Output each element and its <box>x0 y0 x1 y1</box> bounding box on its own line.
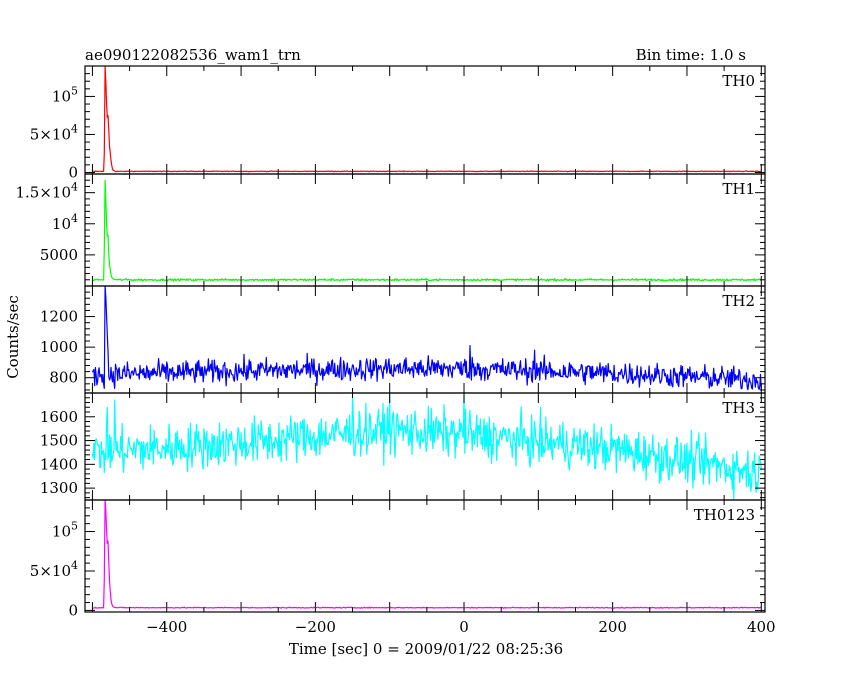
x-tick-label: −200 <box>295 618 336 636</box>
y-tick-label: 1500 <box>40 432 78 450</box>
y-tick-label: 104 <box>52 212 78 233</box>
panels-group: 0 5×104 105 TH0 5000 104 1.5×104 TH1 800 1000 1200… <box>15 65 766 619</box>
y-tick-label: 5000 <box>40 246 78 264</box>
bin-time-label: Bin time: 1.0 s <box>636 46 746 64</box>
y-tick-label: 800 <box>49 369 78 387</box>
panel-th2: 800 1000 1200 TH2 <box>40 285 766 394</box>
panel-th1: 5000 104 1.5×104 TH1 <box>15 173 766 287</box>
series-line-th0123 <box>92 499 762 609</box>
panel-frame-th0123 <box>84 499 766 613</box>
y-tick-label: 1000 <box>40 338 78 356</box>
y-tick-label: 1.5×104 <box>15 181 78 202</box>
y-tick-label: 105 <box>52 84 78 105</box>
series-line-th2 <box>91 285 762 391</box>
panel-th0: 0 5×104 105 TH0 <box>30 65 766 181</box>
x-axis: −400 −200 0 200 400 <box>146 618 775 636</box>
y-tick-label: 0 <box>68 601 78 619</box>
y-tick-label: 1400 <box>40 455 78 473</box>
x-tick-label: 200 <box>598 618 627 636</box>
panel-th0123: 0 5×104 105 TH0123 <box>30 499 766 619</box>
x-tick-label: 400 <box>747 618 776 636</box>
panel-frame-th2 <box>84 285 766 394</box>
y-tick-label: 105 <box>52 520 78 541</box>
panel-label-th0: TH0 <box>722 72 755 90</box>
y-tick-label: 5×104 <box>30 559 78 580</box>
series-line-th3 <box>91 393 762 500</box>
panel-th3: 1300 1400 1500 1600 TH3 <box>40 392 766 501</box>
panel-label-th0123: TH0123 <box>694 506 755 524</box>
panel-frame-th1 <box>84 173 766 287</box>
y-tick-label: 1600 <box>40 408 78 426</box>
y-tick-label: 1200 <box>40 308 78 326</box>
series-line-th0 <box>92 65 762 173</box>
x-axis-title: Time [sec] 0 = 2009/01/22 08:25:36 <box>289 640 563 658</box>
panel-frame-th0 <box>84 65 766 175</box>
panel-label-th1: TH1 <box>722 180 755 198</box>
chart-title: ae090122082536_wam1_trn <box>85 46 301 64</box>
y-tick-label: 0 <box>68 163 78 181</box>
series-line-th1 <box>91 179 762 282</box>
y-tick-label: 5×104 <box>30 122 78 143</box>
x-tick-label: 0 <box>459 618 469 636</box>
x-tick-label: −400 <box>146 618 187 636</box>
panel-label-th3: TH3 <box>722 399 755 417</box>
y-tick-label: 1300 <box>40 479 78 497</box>
y-axis-title: Counts/sec <box>4 295 22 379</box>
panel-label-th2: TH2 <box>722 292 755 310</box>
panel-frame-th3 <box>84 392 766 501</box>
